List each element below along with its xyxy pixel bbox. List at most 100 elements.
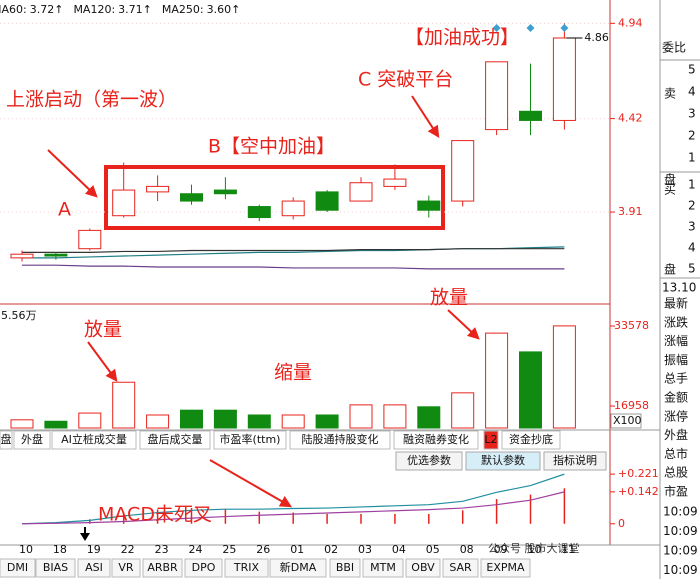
x-tick-label: 26 <box>256 543 270 556</box>
level: 4 <box>688 241 696 255</box>
indicator-tab[interactable] <box>35 558 76 578</box>
candle-body <box>383 178 407 187</box>
x-tick-label: 01 <box>290 543 304 556</box>
level: 2 <box>688 129 696 143</box>
field: 涨跌 <box>664 314 688 329</box>
candle-body <box>78 229 102 250</box>
field: 涨幅 <box>664 333 688 348</box>
x-tick-label: 18 <box>53 543 67 556</box>
indicator-tab[interactable] <box>480 558 531 578</box>
side-label: 买 <box>664 183 676 197</box>
unit-box <box>610 413 642 429</box>
volume-bar <box>315 414 339 429</box>
y-tick-label: 4.94 <box>618 16 643 29</box>
side-title: 委比 <box>662 41 686 55</box>
candle-body <box>112 189 136 217</box>
indicator-tab[interactable] <box>362 558 404 578</box>
legend-name: MA120: <box>73 3 115 16</box>
candle-body <box>44 253 68 257</box>
indicator-label: DMI <box>7 561 28 574</box>
volume-bar <box>112 381 136 429</box>
x-tick-label: 05 <box>426 543 440 556</box>
indicator-label: VR <box>118 561 134 574</box>
tick-time: 10:09 <box>663 505 698 519</box>
annotation: B【空中加油】 <box>208 136 335 158</box>
annotation: 【加油成功】 <box>405 27 519 49</box>
indicator-tab[interactable] <box>142 558 183 578</box>
annotation: 放量 <box>430 287 468 309</box>
legend-name: MA60: <box>0 3 27 16</box>
indicator-label: 新DMA <box>280 560 317 574</box>
indicator-label: MTM <box>370 561 396 574</box>
volume-title: 55.56万 <box>0 309 37 322</box>
volume-bar <box>349 404 373 429</box>
watermark: 公众号 股市大课堂 <box>488 541 580 555</box>
tab-label: 盘 <box>1 432 12 446</box>
tab-label: 外盘 <box>21 432 43 446</box>
indicator-tab[interactable] <box>269 558 327 578</box>
annotation: 上涨启动（第一波） <box>6 89 177 111</box>
signal-marker <box>560 24 569 32</box>
side-time: 13.10 <box>662 281 696 295</box>
indicator-tab[interactable] <box>442 558 479 578</box>
annotation: MACD未死叉 <box>98 504 212 526</box>
indicator-tab[interactable] <box>77 558 111 578</box>
volume-bar <box>485 332 509 429</box>
level: 5 <box>688 63 696 77</box>
field: 最新 <box>664 296 688 311</box>
volume-bar <box>552 325 576 429</box>
indicator-tab[interactable] <box>111 558 141 578</box>
candle-body <box>247 206 271 219</box>
tab-label: 资金抄底 <box>509 432 553 446</box>
volume-bar <box>417 406 441 429</box>
x-tick-label: 10 <box>19 543 33 556</box>
indicator-tab[interactable] <box>184 558 223 578</box>
macd-line <box>21 473 565 525</box>
annotation: 放量 <box>84 319 122 341</box>
annotation: C 突破平台 <box>358 69 453 91</box>
x-tick-label: 24 <box>189 543 203 556</box>
candle-body <box>485 61 509 131</box>
y-tick-label: 0 <box>618 517 625 530</box>
indicator-tab[interactable] <box>0 558 36 578</box>
tab <box>483 430 499 450</box>
ma-line <box>22 264 565 270</box>
tab-label: 融资融券变化 <box>403 432 469 446</box>
legend-value: 3.60↑ <box>207 3 241 16</box>
field: 涨停 <box>664 408 688 423</box>
x-tick-label: 11 <box>561 543 575 556</box>
candle-body <box>10 253 34 259</box>
indicator-tab[interactable] <box>405 558 441 578</box>
signal-marker <box>526 24 535 32</box>
macd-line <box>21 491 565 525</box>
indicator-tab[interactable] <box>329 558 361 578</box>
param-button <box>465 451 541 471</box>
level: 5 <box>688 262 696 276</box>
tab <box>501 430 561 450</box>
level: 1 <box>688 151 696 165</box>
candle-body <box>519 110 542 121</box>
arrow <box>87 341 118 382</box>
y-tick-label: 4.42 <box>618 112 643 125</box>
button-label: 指标说明 <box>553 453 597 467</box>
candle-body <box>180 193 203 202</box>
annotation: A <box>58 199 71 221</box>
tab <box>289 430 391 450</box>
volume-bar <box>247 414 271 429</box>
indicator-label: TRIX <box>233 561 260 574</box>
candle-body <box>349 182 373 202</box>
indicator-label: EXPMA <box>486 561 525 574</box>
arrow <box>447 309 480 340</box>
volume-bar <box>10 419 34 429</box>
tab <box>0 430 13 450</box>
candle-body <box>281 200 305 217</box>
param-button <box>395 451 463 471</box>
tab-label: 盘后成交量 <box>148 432 203 446</box>
indicator-tab[interactable] <box>224 558 269 578</box>
y-tick-label: 3.91 <box>618 205 643 218</box>
volume-bar <box>146 414 170 429</box>
drawing-layer: 3.914.424.94MA60:3.72↑MA120:3.71↑MA250:3… <box>0 3 700 578</box>
x-tick-label: 23 <box>155 543 169 556</box>
